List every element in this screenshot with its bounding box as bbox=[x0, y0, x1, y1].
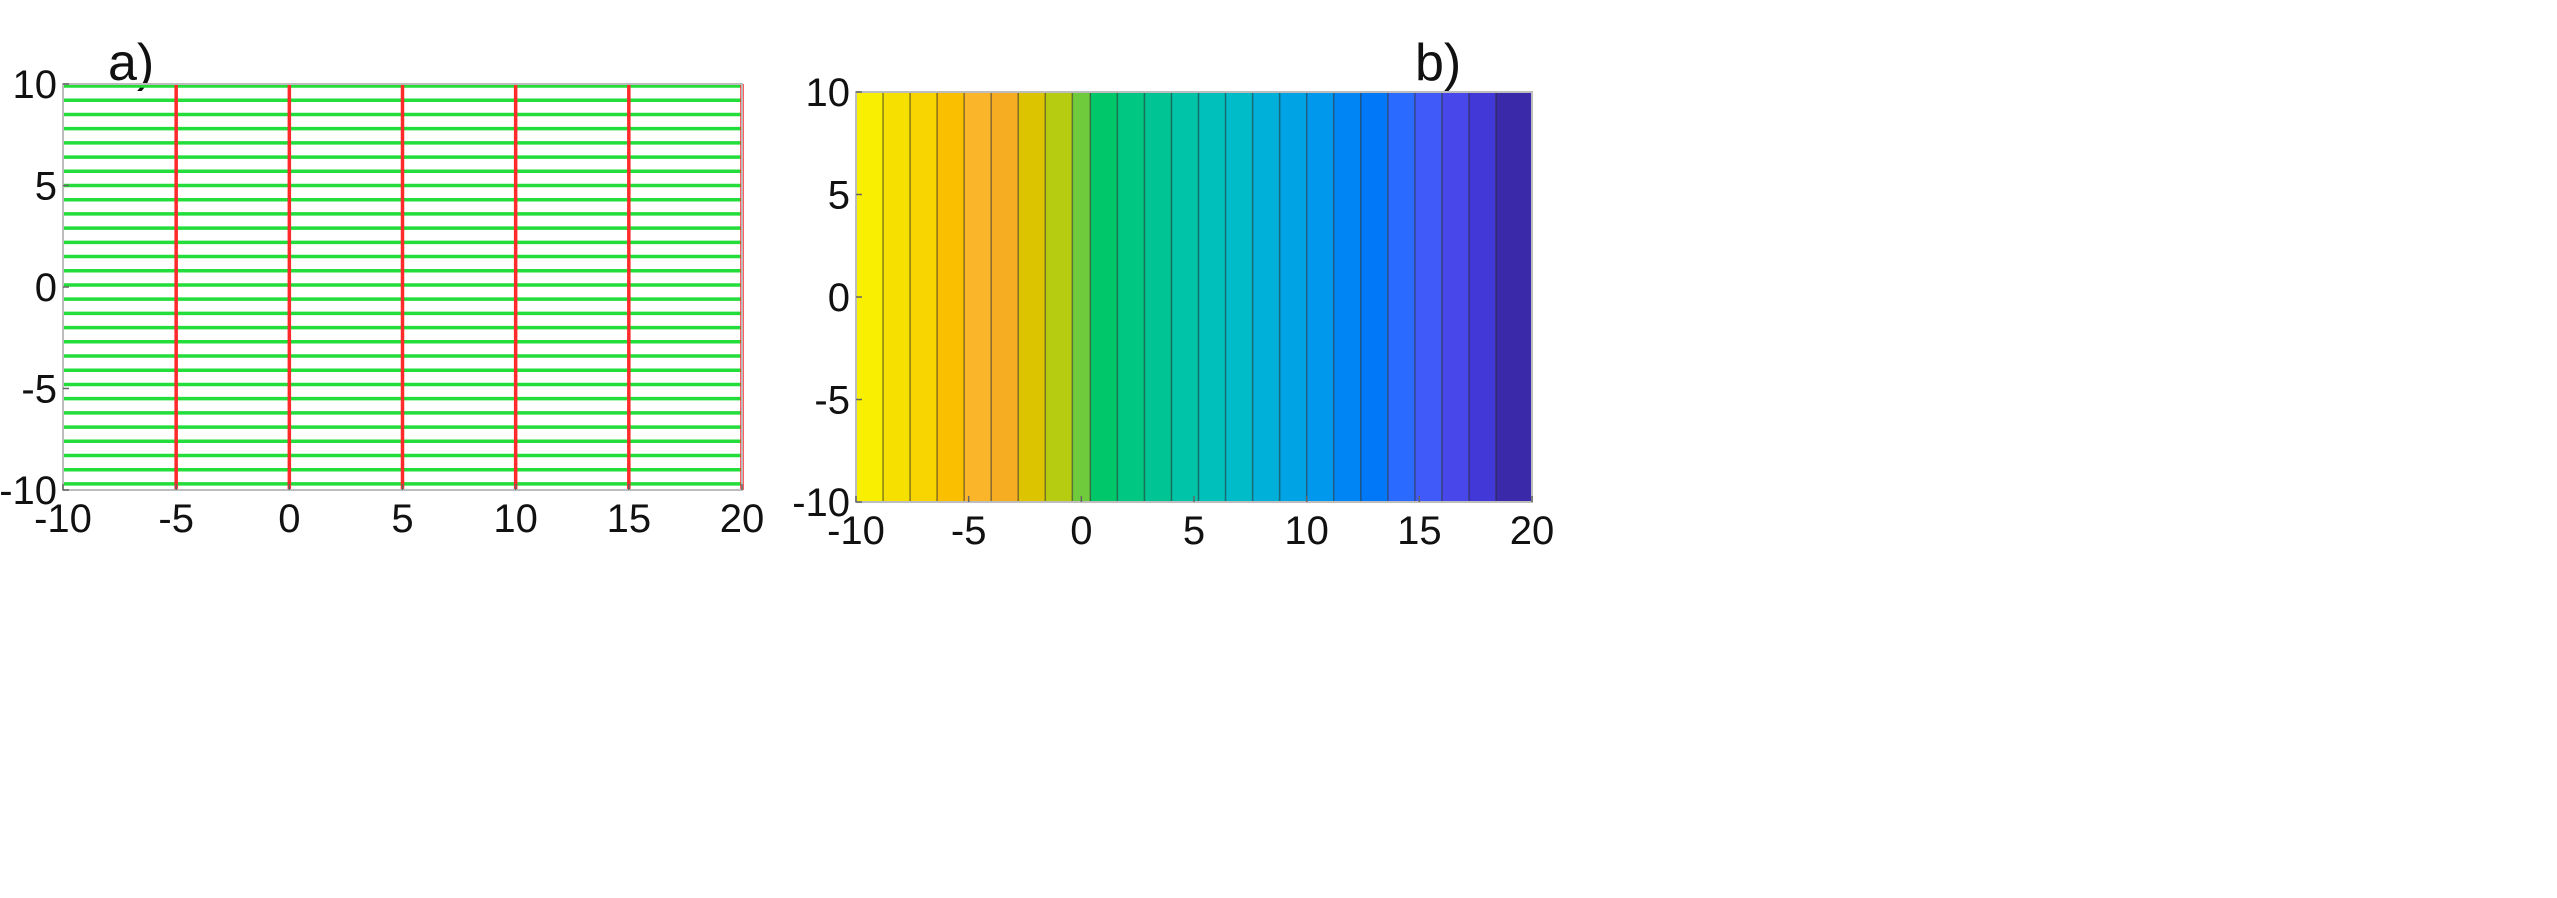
panel-a: a) -10 -5 0 5 10 15 20 10 5 0 -5 -10 bbox=[0, 34, 764, 541]
color-band-10 bbox=[1117, 92, 1145, 502]
y-tick-label: 5 bbox=[35, 165, 57, 209]
color-band-6 bbox=[1018, 92, 1046, 502]
x-tick-label: 5 bbox=[1183, 509, 1205, 553]
x-tick-label: 5 bbox=[391, 497, 413, 541]
panel-b-label: b) bbox=[1415, 34, 1461, 92]
color-band-12 bbox=[1171, 92, 1199, 502]
color-band-3 bbox=[937, 92, 965, 502]
x-tick-label: -5 bbox=[158, 497, 194, 541]
y-tick-label: 10 bbox=[806, 71, 851, 115]
x-tick-label: 0 bbox=[278, 497, 300, 541]
panel-a-label: a) bbox=[108, 34, 154, 92]
color-band-24 bbox=[1495, 92, 1532, 502]
panel-b: b) -10 -5 0 5 10 15 20 10 5 0 -5 -10 bbox=[792, 34, 1554, 553]
x-tick-label: 10 bbox=[493, 497, 538, 541]
color-band-5 bbox=[991, 92, 1019, 502]
y-tick-label: -5 bbox=[814, 379, 850, 423]
y-tick-label: 5 bbox=[828, 174, 850, 218]
color-band-21 bbox=[1414, 92, 1442, 502]
x-tick-label: 20 bbox=[720, 497, 765, 541]
color-band-1 bbox=[883, 92, 911, 502]
panel-b-plot-area bbox=[856, 92, 1532, 502]
color-band-17 bbox=[1306, 92, 1334, 502]
color-band-4 bbox=[964, 92, 992, 502]
x-tick-label: 20 bbox=[1510, 509, 1555, 553]
color-band-22 bbox=[1441, 92, 1469, 502]
panel-b-ticks: -10 -5 0 5 10 15 20 10 5 0 -5 -10 bbox=[792, 71, 1554, 553]
panel-a-ticks: -10 -5 0 5 10 15 20 10 5 0 -5 -10 bbox=[0, 63, 764, 541]
y-tick-label: 0 bbox=[828, 276, 850, 320]
x-tick-label: 15 bbox=[1397, 509, 1442, 553]
color-band-16 bbox=[1279, 92, 1307, 502]
color-band-15 bbox=[1252, 92, 1280, 502]
color-band-23 bbox=[1468, 92, 1496, 502]
color-band-7 bbox=[1045, 92, 1073, 502]
panel-a-plot-area bbox=[63, 84, 744, 490]
color-band-18 bbox=[1333, 92, 1361, 502]
x-tick-label: 0 bbox=[1070, 509, 1092, 553]
x-tick-label: 15 bbox=[607, 497, 652, 541]
color-band-9 bbox=[1090, 92, 1118, 502]
color-band-20 bbox=[1387, 92, 1415, 502]
color-band-2 bbox=[910, 92, 938, 502]
color-band-8 bbox=[1072, 92, 1091, 502]
y-tick-label: -5 bbox=[21, 368, 57, 412]
x-tick-label: -10 bbox=[34, 497, 92, 541]
x-tick-label: 10 bbox=[1284, 509, 1329, 553]
x-tick-label: -10 bbox=[827, 509, 885, 553]
color-band-13 bbox=[1198, 92, 1226, 502]
y-tick-label: -10 bbox=[0, 469, 57, 513]
y-tick-label: -10 bbox=[792, 481, 850, 525]
color-band-11 bbox=[1144, 92, 1172, 502]
color-band-14 bbox=[1225, 92, 1253, 502]
x-tick-label: -5 bbox=[951, 509, 987, 553]
color-band-19 bbox=[1360, 92, 1388, 502]
y-tick-label: 10 bbox=[13, 63, 58, 107]
y-tick-label: 0 bbox=[35, 266, 57, 310]
